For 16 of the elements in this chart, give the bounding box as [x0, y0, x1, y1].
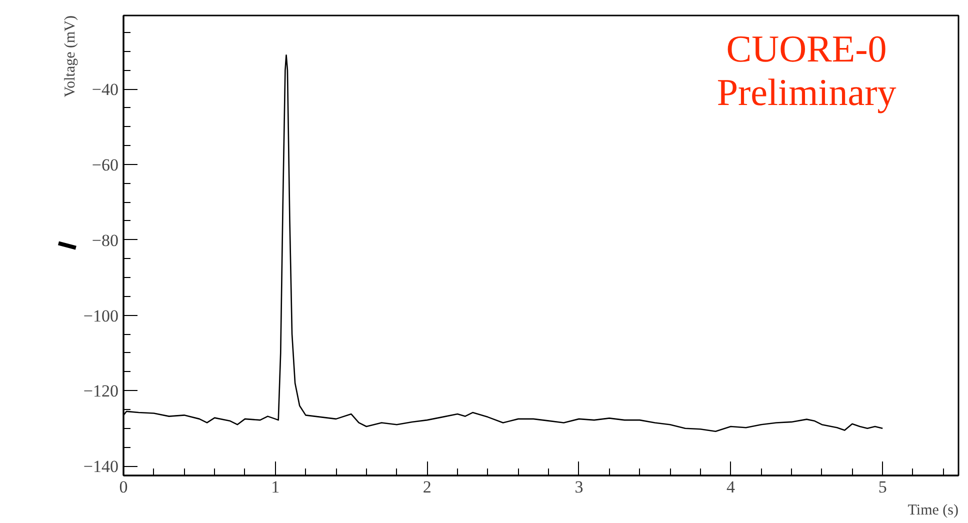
- x-tick-label: 0: [119, 478, 128, 496]
- annotation: CUORE-0: [726, 28, 887, 70]
- x-tick-label: 3: [574, 478, 584, 496]
- x-tick-label: 2: [422, 478, 432, 496]
- x-tick-label: 1: [271, 478, 280, 496]
- y-axis-title: Voltage (mV): [62, 15, 78, 98]
- x-tick-label: 4: [726, 478, 736, 496]
- annotation: Preliminary: [716, 72, 896, 114]
- y-tick-label: −80: [92, 230, 119, 250]
- x-tick-label: 5: [878, 478, 887, 496]
- y-tick-label: −100: [83, 306, 119, 326]
- y-tick-label: −60: [92, 155, 119, 174]
- y-tick-label: −120: [83, 382, 119, 401]
- y-tick-label: −140: [83, 457, 119, 476]
- y-tick-label: −40: [92, 80, 119, 100]
- x-axis-title: Time (s): [908, 502, 959, 518]
